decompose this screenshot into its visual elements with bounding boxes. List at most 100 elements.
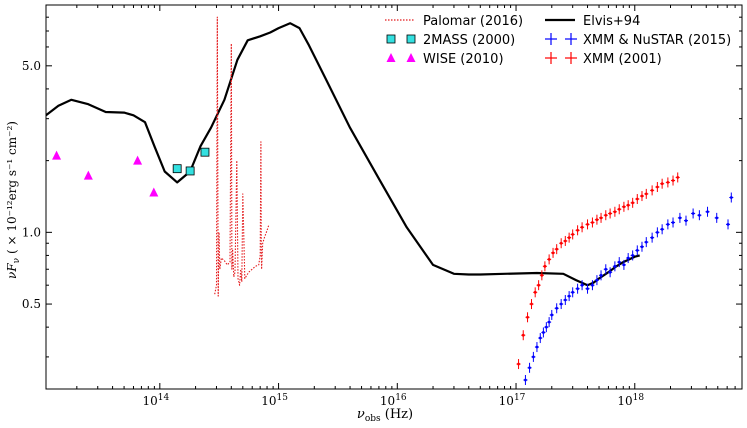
xmm-nustar-2015-marker (567, 294, 571, 298)
2mass-2000-point (185, 166, 195, 176)
xmm-2001-marker (591, 221, 594, 224)
legend-item-palomar-2016: Palomar (2016) (385, 14, 523, 29)
xmm-nustar-2015-point (665, 219, 670, 230)
xmm-nustar-2015-marker (608, 270, 612, 274)
xmm-nustar-2015-point (567, 291, 572, 302)
series-2mass-2000 (172, 147, 210, 176)
xmm-2001-marker (676, 176, 680, 179)
xmm-2001-point (580, 222, 585, 233)
xmm-2001-point (608, 208, 613, 219)
xmm-nustar-2015-point (677, 212, 682, 223)
xmm-nustar-2015-marker (550, 313, 554, 317)
xmm-2001-point (603, 210, 608, 221)
legend-swatch (386, 34, 396, 44)
xmm-nustar-2015-point (650, 232, 655, 243)
xmm-2001-marker (551, 251, 555, 255)
xmm-2001-marker (547, 257, 551, 261)
xmm-nustar-2015-point (575, 283, 580, 294)
xmm-2001-point (650, 185, 655, 196)
xmm-2001-point (570, 229, 575, 240)
xmm-nustar-2015-marker (729, 196, 733, 199)
xmm-2001-marker (586, 222, 589, 226)
xmm-nustar-2015-point (729, 192, 734, 203)
xmm-2001-marker (640, 194, 644, 198)
xmm-2001-marker (526, 315, 529, 319)
x-tick-label: 1015 (261, 393, 288, 408)
xmm-nustar-2015-marker (617, 260, 621, 264)
xmm-2001-marker (555, 247, 559, 251)
xmm-nustar-2015-marker (671, 221, 675, 224)
legend-swatch (406, 34, 416, 44)
xmm-2001-marker (626, 203, 630, 207)
xmm-2001-marker (608, 212, 612, 215)
legend-swatch (406, 53, 416, 62)
xmm-2001-point (554, 244, 559, 255)
xmm-2001-marker (571, 233, 575, 236)
xmm-nustar-2015-point (612, 261, 617, 272)
xmm-nustar-2015-point (534, 342, 539, 353)
xmm-nustar-2015-point (580, 280, 585, 291)
xmm-nustar-2015-marker (595, 278, 599, 282)
xmm-2001-marker (660, 182, 664, 186)
xmm-nustar-2015-point (527, 362, 532, 373)
xmm-2001-marker (666, 181, 670, 184)
xmm-nustar-2015-marker (726, 222, 730, 226)
legend-item-elvis-94: Elvis+94 (545, 14, 640, 29)
xmm-2001-marker (517, 362, 520, 366)
xmm-2001-point (575, 225, 580, 236)
xmm-2001-point (594, 214, 599, 225)
xmm-nustar-2015-point (697, 210, 702, 221)
xmm-nustar-2015-point (655, 227, 660, 238)
xmm-nustar-2015-point (639, 241, 644, 252)
xmm-nustar-2015-marker (559, 302, 563, 306)
xmm-2001-marker (599, 216, 603, 220)
xmm-nustar-2015-marker (684, 219, 688, 223)
xmm-2001-point (521, 330, 526, 341)
xmm-nustar-2015-point (626, 253, 631, 264)
xmm-2001-marker (521, 333, 525, 337)
xmm-nustar-2015-marker (528, 366, 531, 370)
xmm-2001-point (660, 178, 665, 189)
xmm-2001-point (529, 299, 534, 310)
xmm-2001-point (590, 217, 595, 228)
xmm-2001-marker (533, 290, 537, 294)
xmm-nustar-2015-marker (580, 283, 584, 287)
xmm-nustar-2015-point (563, 294, 568, 305)
series-xmm-nustar-2015 (523, 192, 734, 385)
y-tick-label: 0.5 (22, 297, 41, 311)
xmm-2001-marker (617, 207, 621, 211)
xmm-nustar-2015-point (671, 217, 676, 228)
legend-label: Elvis+94 (583, 14, 640, 29)
x-axis-label: νobs (Hz) (357, 407, 413, 424)
xmm-nustar-2015-point (585, 283, 590, 294)
x-tick-label: 1017 (499, 393, 526, 408)
wise-2010-point (52, 150, 62, 160)
xmm-2001-point (585, 219, 590, 230)
xmm-2001-point (671, 175, 676, 186)
xmm-nustar-2015-point (603, 264, 608, 275)
xmm-2001-marker (650, 188, 654, 192)
xmm-2001-marker (540, 273, 544, 277)
legend-label: WISE (2010) (423, 52, 504, 67)
xmm-nustar-2015-marker (555, 306, 559, 310)
xmm-nustar-2015-marker (535, 345, 539, 349)
xmm-nustar-2015-marker (697, 213, 701, 217)
xmm-nustar-2015-point (547, 317, 552, 328)
y-tick-labels: 0.5 1.0 5.0 (22, 59, 41, 311)
xmm-nustar-2015-point (549, 309, 554, 320)
2mass-2000-point (172, 164, 182, 174)
xmm-2001-point (675, 172, 680, 183)
legend-label: XMM (2001) (583, 52, 662, 67)
xmm-nustar-2015-marker (635, 248, 639, 252)
xmm-nustar-2015-marker (591, 283, 594, 287)
legend-item-xmm-nustar-2015: XMM & NuSTAR (2015) (545, 33, 731, 48)
xmm-nustar-2015-marker (626, 256, 630, 260)
xmm-nustar-2015-point (554, 303, 559, 314)
xmm-nustar-2015-marker (524, 378, 527, 382)
xmm-2001-marker (604, 213, 608, 217)
xmm-2001-point (525, 312, 530, 323)
legend-label: 2MASS (2000) (423, 33, 515, 48)
xmm-nustar-2015-marker (541, 331, 545, 334)
xmm-2001-point (516, 359, 521, 370)
